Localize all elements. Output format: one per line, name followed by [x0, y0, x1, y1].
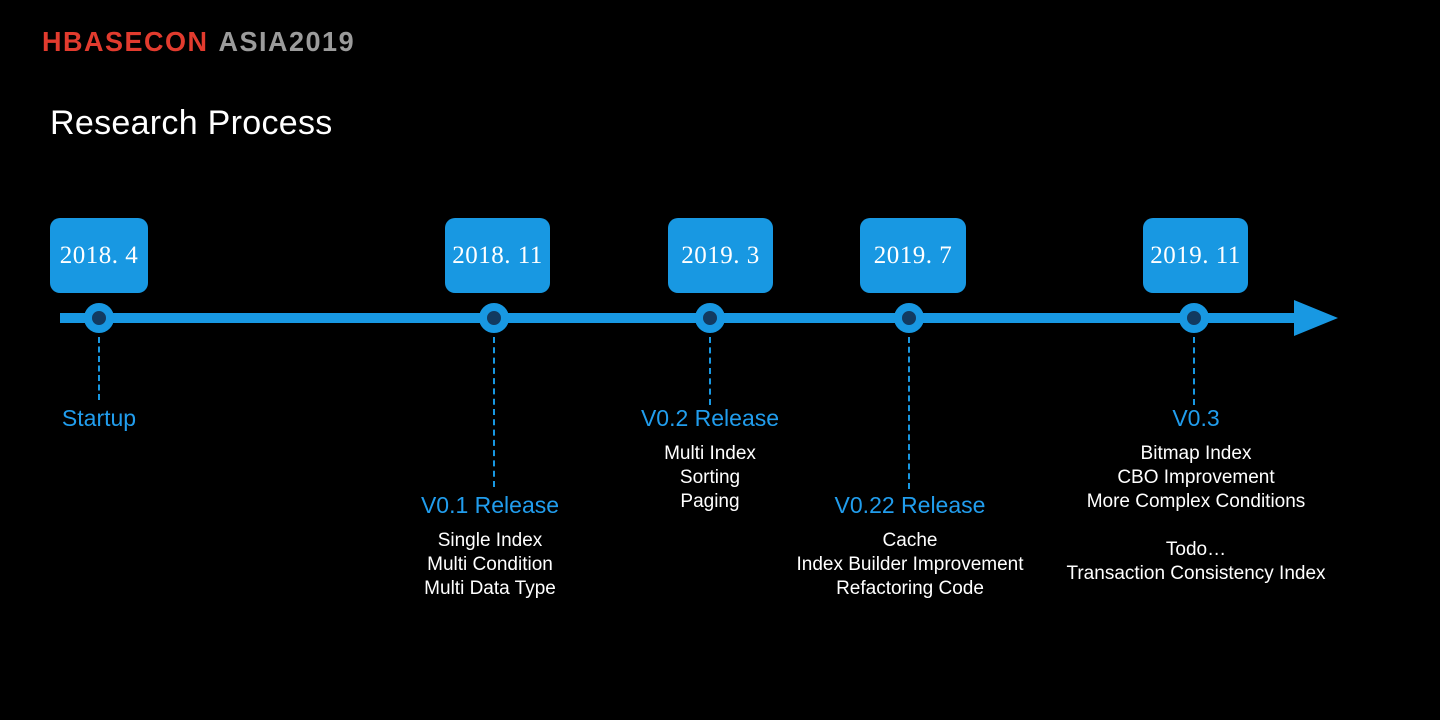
milestone-item: Multi Index: [664, 443, 756, 464]
milestone-item: Todo…: [1165, 539, 1227, 560]
milestone-connector: [709, 337, 711, 405]
milestone-label-block: V0.1 Release Single Index Multi Conditio…: [360, 492, 620, 601]
milestone-item: More Complex Conditions: [1086, 491, 1306, 512]
milestone-date-box: 2019. 3: [668, 218, 773, 293]
milestone-item: Sorting: [679, 467, 741, 488]
milestone-connector: [98, 337, 100, 400]
logo-asia2019-text: ASIA2019: [218, 26, 356, 58]
milestone-label: V0.2 Release: [640, 405, 780, 431]
milestone-label-block: V0.22 Release Cache Index Builder Improv…: [750, 492, 1070, 601]
milestone-item: Refactoring Code: [836, 578, 984, 599]
milestone-item: Single Index: [437, 530, 543, 551]
timeline-node-icon: [84, 303, 114, 333]
page-title: Research Process: [50, 104, 333, 142]
milestone-label-block: V0.2 Release Multi Index Sorting Paging: [580, 405, 840, 514]
milestone-connector: [1193, 337, 1195, 405]
milestone-item: Index Builder Improvement: [796, 554, 1024, 575]
timeline-node-icon: [479, 303, 509, 333]
milestone-connector: [908, 337, 910, 489]
milestone-item: Multi Data Type: [424, 578, 556, 599]
milestone-label-block: Startup: [0, 405, 199, 442]
milestone-label: V0.3: [1172, 405, 1220, 431]
milestone-connector: [493, 337, 495, 487]
milestone-item: Cache: [882, 530, 938, 551]
milestone-item: CBO Improvement: [1117, 467, 1275, 488]
conference-logo: HBASECON ASIA2019: [42, 27, 355, 59]
milestone-date-box: 2019. 11: [1143, 218, 1248, 293]
milestone-item: Paging: [680, 491, 740, 512]
timeline-node-icon: [894, 303, 924, 333]
timeline-axis: [60, 313, 1298, 323]
milestone-date-box: 2018. 11: [445, 218, 550, 293]
timeline-node-icon: [1179, 303, 1209, 333]
milestone-item: Transaction Consistency Index: [1066, 563, 1326, 584]
timeline-arrowhead-icon: [1294, 300, 1338, 336]
spacer: [1026, 514, 1366, 538]
milestone-date-box: 2018. 4: [50, 218, 148, 293]
milestone-date-box: 2019. 7: [860, 218, 966, 293]
milestone-label: Startup: [61, 405, 137, 431]
milestone-label: V0.22 Release: [834, 492, 986, 518]
milestone-item: Bitmap Index: [1140, 443, 1252, 464]
milestone-label-block: V0.3 Bitmap Index CBO Improvement More C…: [1026, 405, 1366, 586]
logo-hbasecon-text: HBASECON: [42, 26, 209, 58]
milestone-label: V0.1 Release: [420, 492, 560, 518]
timeline-node-icon: [695, 303, 725, 333]
milestone-item: Multi Condition: [427, 554, 553, 575]
